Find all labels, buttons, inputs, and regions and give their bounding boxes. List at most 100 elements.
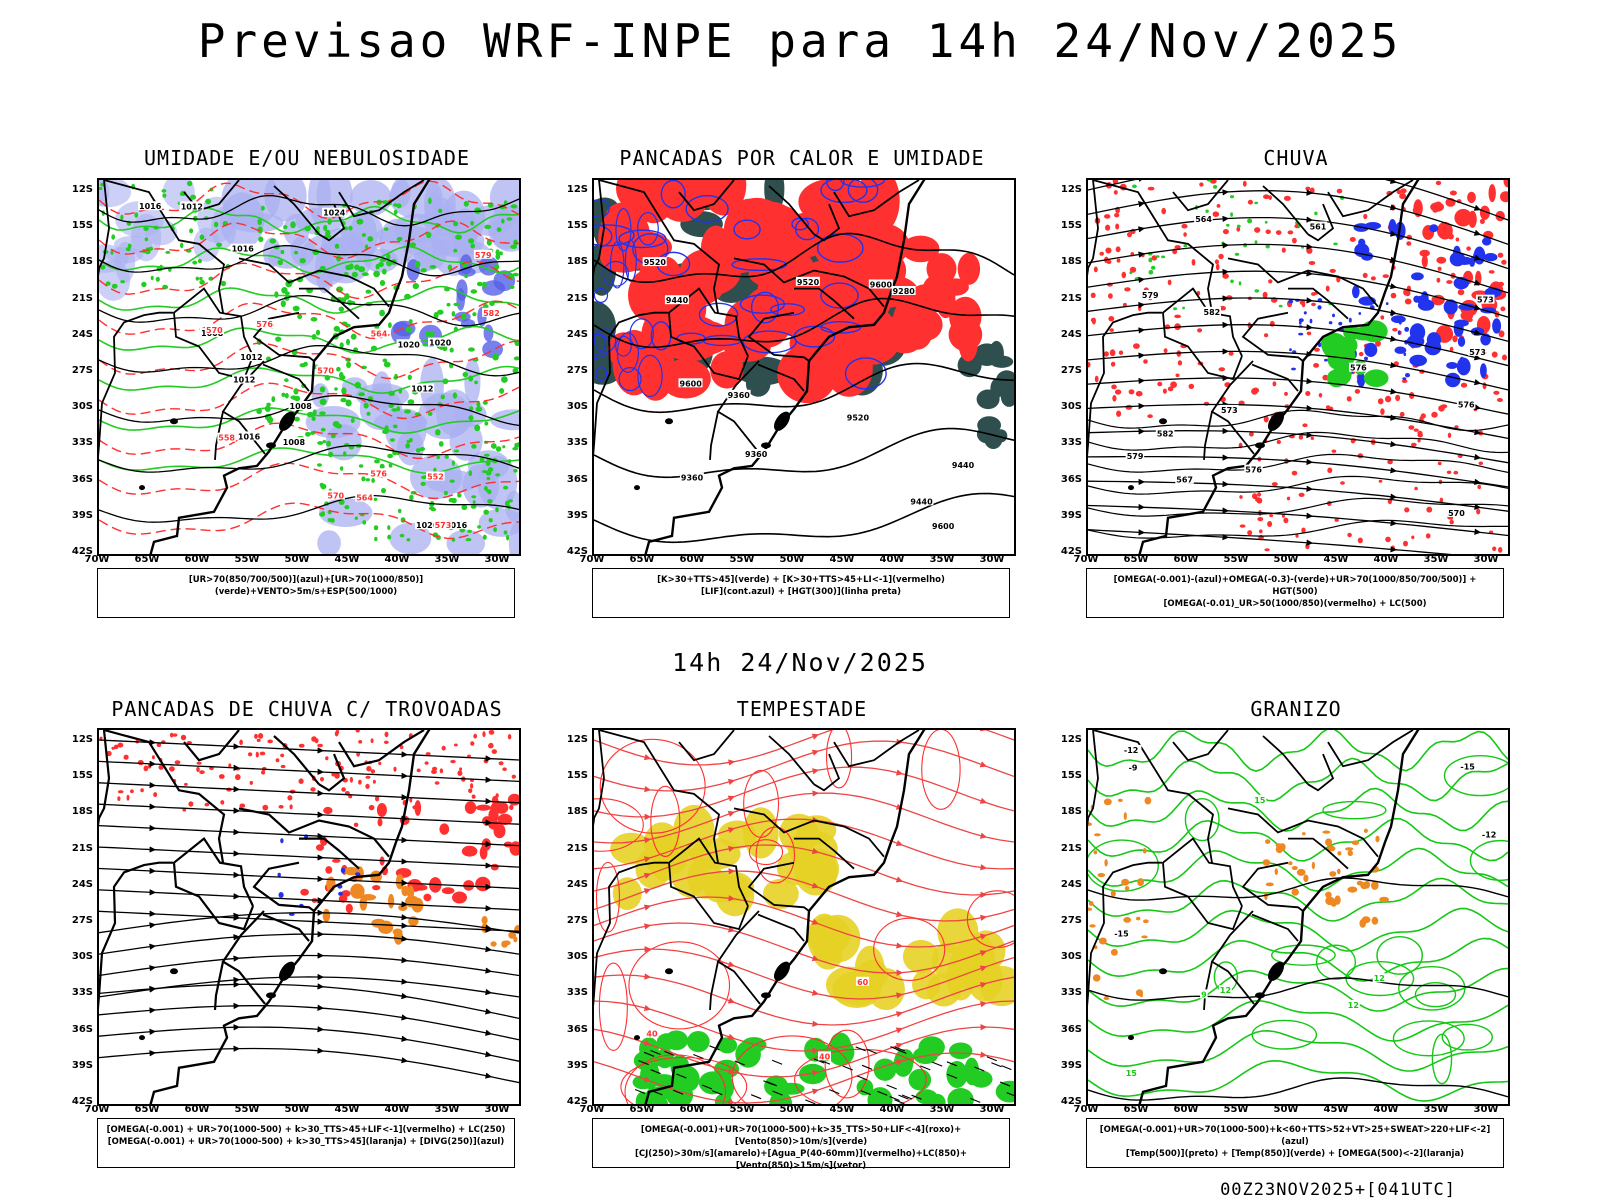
streamline-arrow [1474,329,1482,336]
storm-red-dot [249,780,253,785]
storm-red-dot [356,751,360,757]
streamline-arrow [149,985,157,993]
border-line [813,753,841,792]
lif-blue-contour [844,357,887,390]
rain-red-dot [1239,495,1243,499]
storm-red-dot [239,803,246,808]
streamline-arrow [1389,230,1398,237]
rain-red-dot [1249,431,1254,437]
contour-label-black: 9520 [644,258,667,267]
contour-label-bg [1468,346,1487,356]
storm-red-dot [239,739,243,746]
humidity-green-dot [474,424,481,432]
omega500-orange-dot [1371,881,1379,890]
storm-red-area [345,903,353,914]
divergence-blue-dot [278,892,284,898]
lon-tick-label: 45W [334,554,360,565]
storm-red-dot [498,761,504,766]
streamline-arrow [233,786,241,793]
rain-red-dot [1431,294,1445,306]
streamline-arrow [896,1011,904,1018]
streamline-arrow [233,1045,241,1052]
border-line [252,861,315,912]
rain-red-dot [1125,404,1133,410]
omega500-orange-dot [1265,839,1271,844]
border-line [99,730,111,819]
lat-tick-label: 42S [71,1096,93,1107]
storm-red-area [507,793,519,806]
humidity-green-dot [165,250,171,254]
rain-red-dot [1272,381,1277,387]
contour-label-bg [369,468,388,478]
humidity-green-dot [419,447,426,451]
streamline-arrow [1138,327,1146,334]
rain-red-dot [1396,189,1402,195]
contour-label-bg [428,337,452,347]
storm-orange-area [401,885,409,897]
lif-blue-contour [637,354,663,398]
streamline-arrow [1306,189,1314,196]
storm-red-dot [325,756,329,761]
rain-red-dot [1325,405,1331,410]
lon-tick-label: 65W [134,554,160,565]
streamline-arrow [812,1088,820,1095]
streamline-arrow [317,768,325,775]
streamline-arrow [317,909,325,916]
map-pancadas-trovoadas [97,728,521,1106]
rain-red-dot [1502,354,1507,361]
lif-blue-contour [618,366,642,392]
rain-red-dot [1460,382,1468,388]
storm-red-dot [502,767,507,771]
rain-red-dot [1436,277,1441,283]
humidity-green-dot [312,409,317,416]
lif-blue-contour [624,239,637,282]
temp850-green-contour [1088,907,1508,952]
border-line [1307,753,1335,792]
rain-red-dot [1437,266,1442,271]
streamline-arrow [485,1008,493,1015]
rain-red-dot [1318,393,1323,398]
lif-blue-contour [733,219,761,240]
humidity-green-dot [315,329,321,336]
humidity-green-dot [378,261,384,268]
coastline-east [149,730,431,1104]
map-pancadas-calor: 9600 9600 9520 9520 9440 9440 9360 9360 9280 9520… [592,178,1016,556]
rain-red-dot [1090,292,1096,298]
rain-red-dot [1257,492,1262,497]
legend-line: [OMEGA(-0.001) + UR>70(1000-500) + k>30_… [107,1137,505,1147]
streamline-arrow [317,918,325,925]
rain-red-dot [1380,408,1385,415]
lif-blue-contour [750,291,780,324]
lc850-red-streamline [595,861,620,933]
rain-red-dot [1378,479,1383,483]
storm-red-dot [140,788,144,793]
wind850-green-area [799,1063,827,1085]
omega-green-area [1320,332,1348,356]
rain-red-dot [1503,180,1508,188]
contour-label-bg [1202,306,1221,316]
streamline-arrow [896,992,904,999]
humidity-green-dot [467,529,472,533]
contour-label-bg [856,976,870,986]
rain-red-dot [1399,411,1405,417]
border-line [1227,257,1379,308]
humidity-green-dot [428,197,432,205]
humidity-blue-area [99,180,132,208]
streamline-arrow [317,790,325,797]
humidity-green-dot [488,518,493,523]
streamline-arrow [1222,189,1230,196]
rain-red-dot [1408,425,1415,430]
rain-red-dot [1488,270,1495,274]
legend-tempestade: [OMEGA(-0.001)+UR>70(1000-500)+k>35_TTS>… [592,1118,1010,1171]
wind850-vector [842,1065,853,1071]
contour-label-black: 1012 [240,353,262,362]
contour-label-black: 567 [1176,476,1193,485]
storm-red-dot [258,733,264,739]
contour-label-bg [396,339,421,349]
contour-label-bg [326,490,345,500]
storm-red-dot [439,768,444,774]
streamline-arrow [149,782,157,789]
lif-blue-contour [629,318,655,350]
border-line [1162,287,1243,381]
rain-red-dot [1311,302,1316,307]
